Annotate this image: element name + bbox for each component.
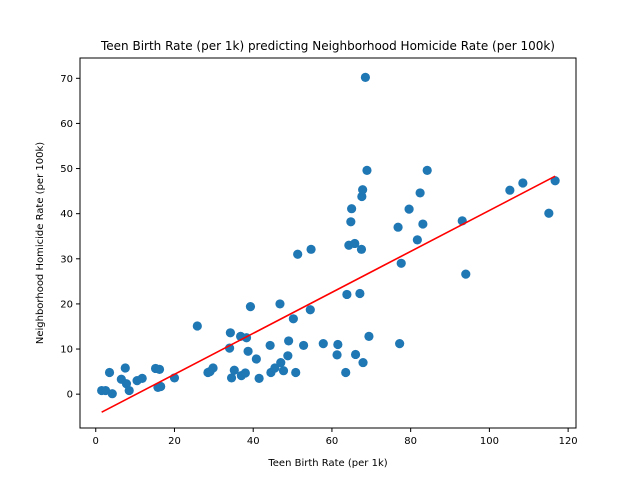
x-tick-label: 0 xyxy=(93,436,99,447)
data-point xyxy=(332,350,342,360)
data-point xyxy=(240,368,250,378)
x-tick-label: 40 xyxy=(247,436,260,447)
data-point xyxy=(298,340,309,351)
data-point xyxy=(291,367,301,378)
data-point xyxy=(278,366,289,376)
y-axis-label: Neighborhood Homicide Rate (per 100k) xyxy=(35,142,46,344)
x-tick-label: 100 xyxy=(480,436,499,447)
x-tick-label: 60 xyxy=(326,436,339,447)
data-point xyxy=(362,165,372,175)
data-point xyxy=(254,373,264,383)
data-point xyxy=(461,269,471,279)
data-point xyxy=(306,244,316,254)
chart-title: Teen Birth Rate (per 1k) predicting Neig… xyxy=(100,39,555,53)
data-point xyxy=(154,364,165,374)
data-point xyxy=(265,340,275,351)
data-point xyxy=(124,385,134,396)
data-point xyxy=(395,339,405,349)
data-point xyxy=(347,204,357,214)
data-point xyxy=(544,208,554,218)
y-tick-label: 70 xyxy=(60,74,73,85)
regression-line xyxy=(101,175,556,413)
y-tick-label: 20 xyxy=(60,299,73,310)
y-tick-label: 60 xyxy=(60,119,73,130)
data-point xyxy=(275,299,285,309)
data-point xyxy=(396,258,406,268)
data-point xyxy=(333,339,343,350)
data-point xyxy=(415,188,425,198)
data-point xyxy=(225,328,235,338)
plot-frame xyxy=(79,57,577,429)
x-tick-label: 80 xyxy=(404,436,417,447)
data-point xyxy=(251,354,261,364)
data-point xyxy=(360,72,370,83)
data-points xyxy=(97,72,560,399)
data-point xyxy=(350,238,360,249)
x-axis-label: Teen Birth Rate (per 1k) xyxy=(267,458,387,469)
data-point xyxy=(104,367,115,378)
data-point xyxy=(412,235,422,245)
data-point xyxy=(364,331,374,342)
data-point xyxy=(350,349,361,360)
data-point xyxy=(505,185,515,195)
y-tick-label: 10 xyxy=(60,345,73,356)
data-point xyxy=(192,321,202,331)
x-tick-label: 120 xyxy=(559,436,578,447)
data-point xyxy=(355,288,365,299)
data-point xyxy=(120,363,130,373)
data-point xyxy=(404,204,414,214)
axis-ticks: 0 20 40 60 80 100 120 0 10 20 30 40 50 60 70 xyxy=(60,74,577,447)
y-tick-label: 50 xyxy=(60,164,73,175)
data-point xyxy=(276,357,286,368)
x-tick-label: 20 xyxy=(168,436,181,447)
data-point xyxy=(226,373,237,383)
data-point xyxy=(293,249,303,259)
data-point xyxy=(156,381,166,392)
data-point xyxy=(245,302,256,312)
data-point xyxy=(208,363,218,373)
data-point xyxy=(356,244,367,254)
data-point xyxy=(224,343,235,353)
data-point xyxy=(358,357,368,368)
data-point xyxy=(305,305,315,315)
regression-line-group xyxy=(101,175,556,413)
y-tick-label: 40 xyxy=(60,209,73,220)
data-point xyxy=(518,178,528,188)
data-point xyxy=(341,367,351,378)
data-point xyxy=(137,373,147,383)
data-point xyxy=(229,365,239,375)
data-point xyxy=(357,191,367,202)
data-point xyxy=(550,176,560,186)
data-point xyxy=(243,346,253,356)
y-tick-label: 30 xyxy=(60,254,73,265)
data-point xyxy=(418,219,428,229)
data-point xyxy=(393,222,403,232)
data-point xyxy=(283,351,293,361)
data-point xyxy=(288,314,298,324)
y-tick-label: 0 xyxy=(67,390,73,401)
data-point xyxy=(342,289,352,300)
data-point xyxy=(284,336,294,346)
data-point xyxy=(107,389,117,399)
data-point xyxy=(358,185,368,195)
data-point xyxy=(422,165,432,175)
data-point xyxy=(270,363,280,373)
data-point xyxy=(346,217,356,227)
data-point xyxy=(318,339,328,349)
